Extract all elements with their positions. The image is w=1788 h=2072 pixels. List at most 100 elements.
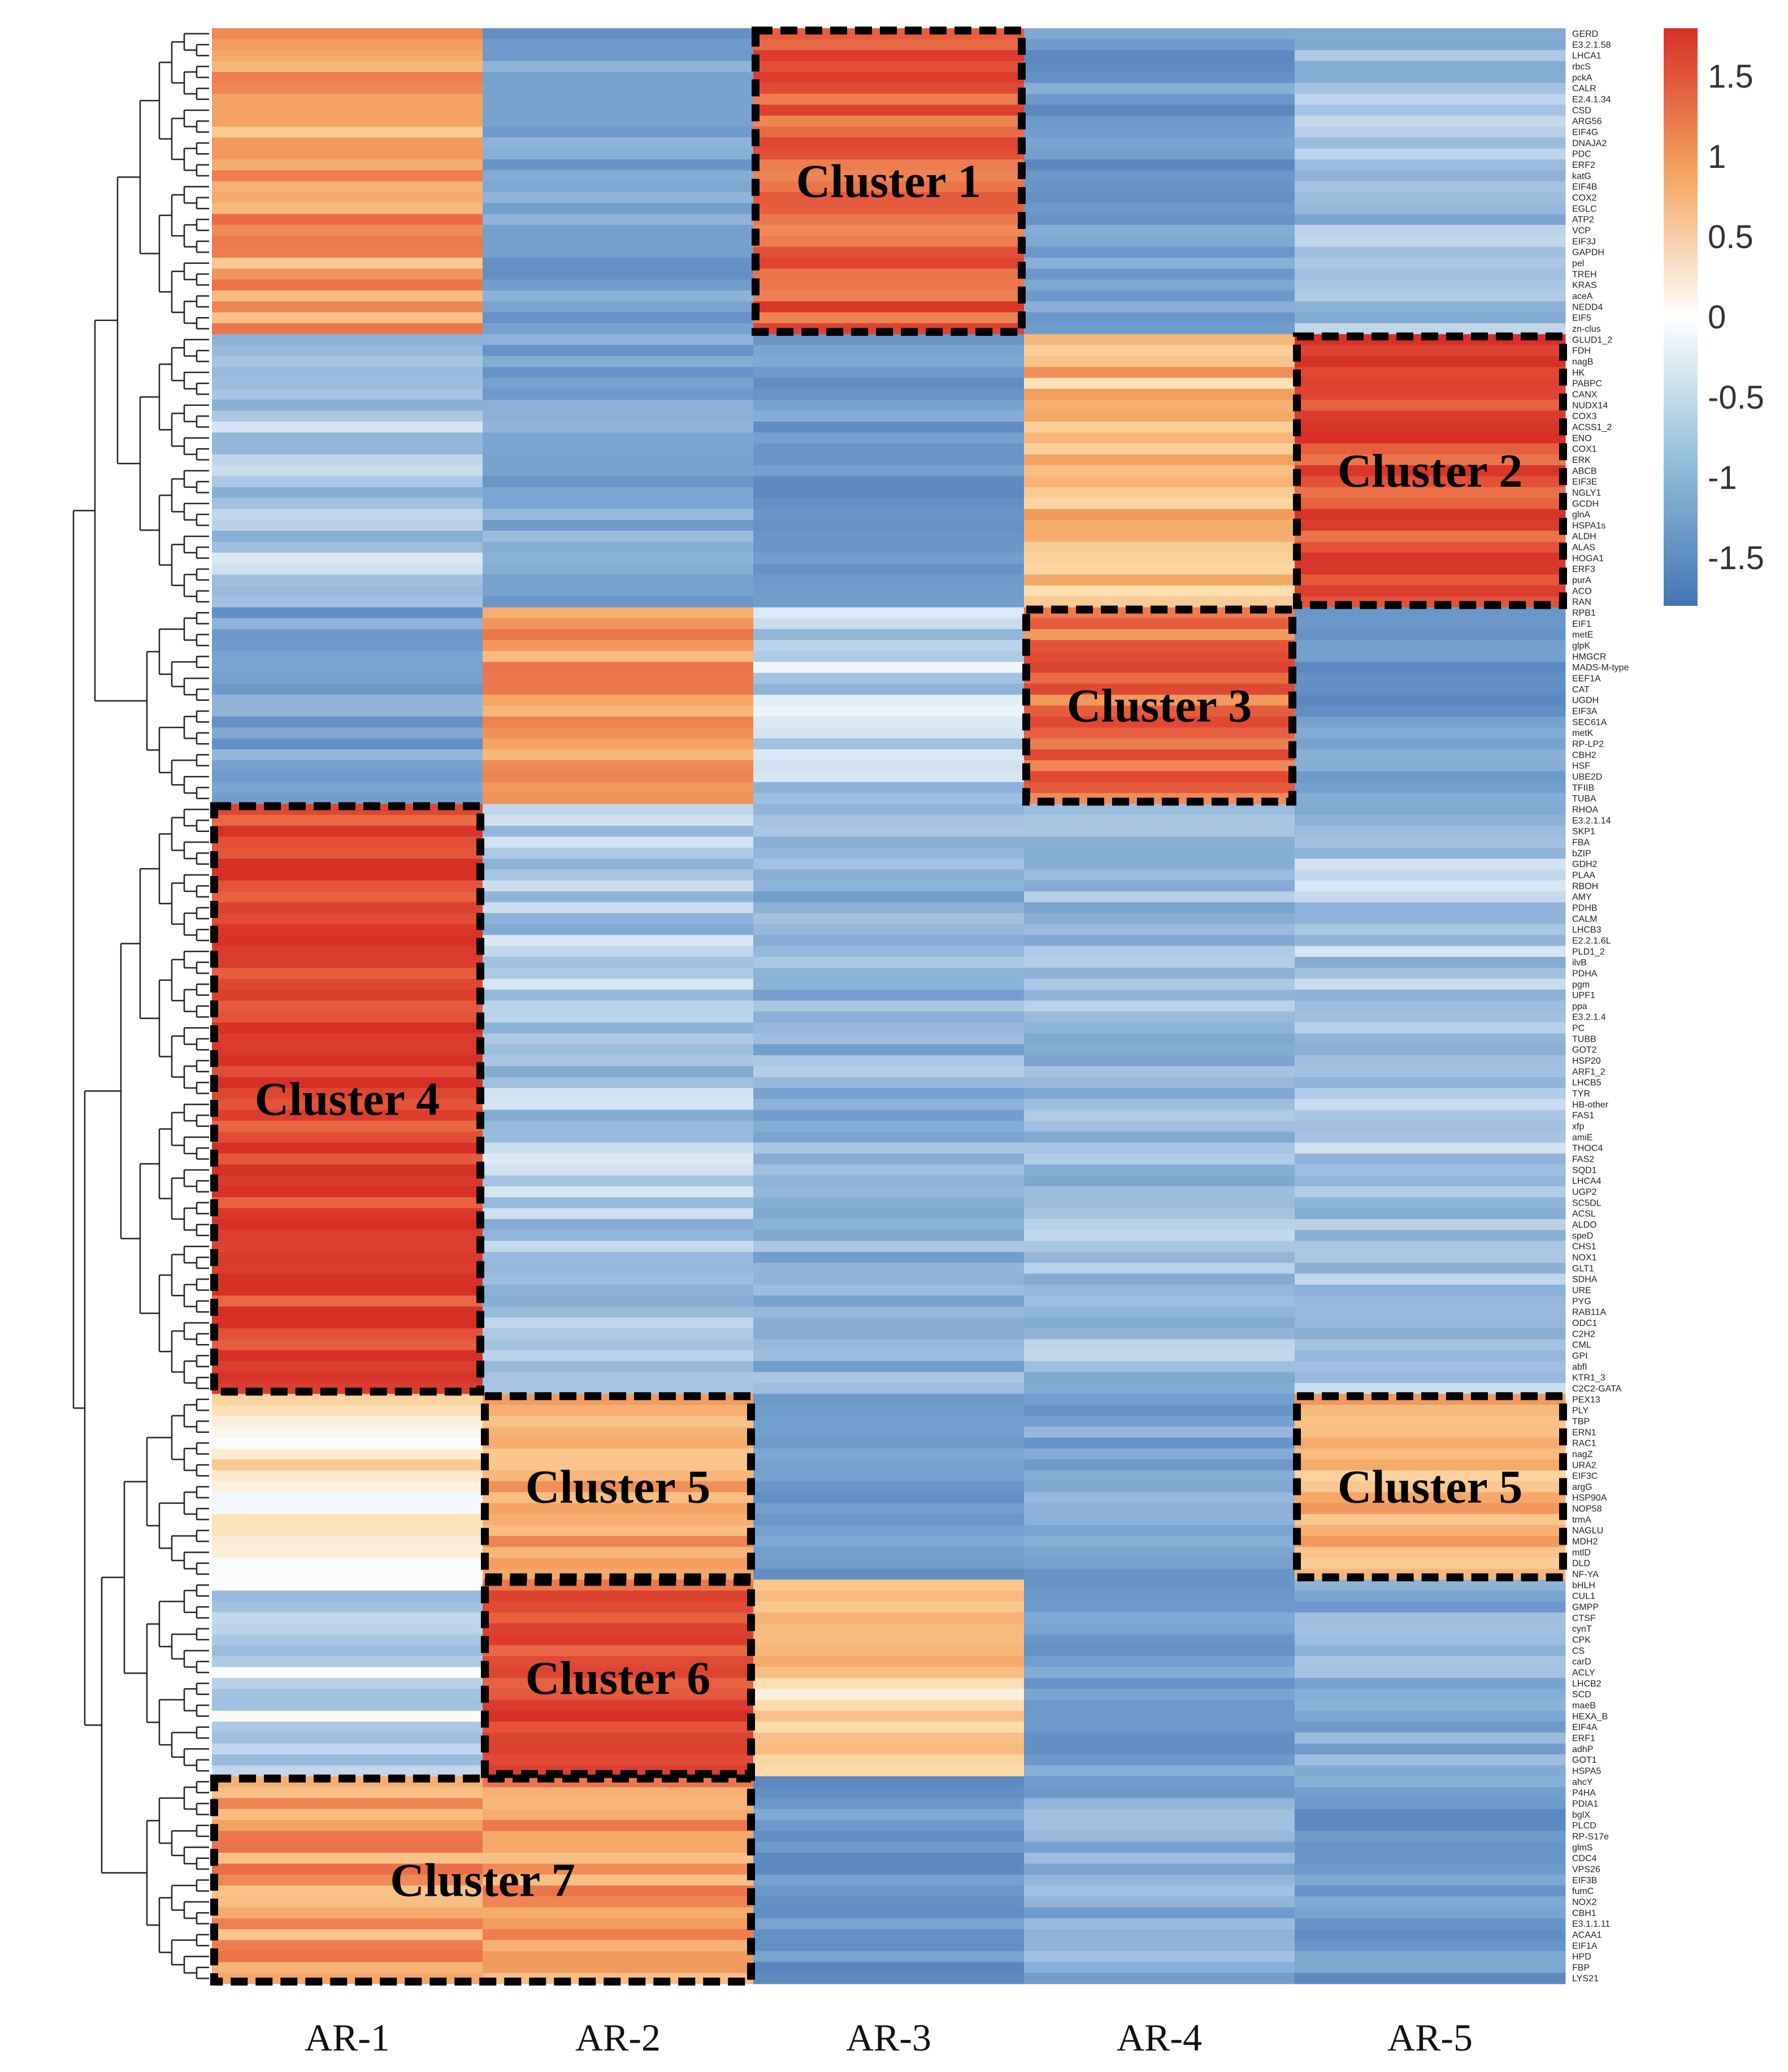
row-label: ALAS [1572,543,1595,553]
row-label: mtlD [1572,1548,1591,1558]
heatmap-cell [753,1241,1025,1252]
heatmap-cell [753,236,1025,248]
heatmap-cell [753,1809,1025,1820]
heatmap-cell [1024,1558,1295,1569]
heatmap-cell [1024,421,1295,433]
row-label: ahcY [1572,1778,1593,1787]
row-label: RBOH [1572,882,1598,891]
heatmap-cell [212,1700,483,1711]
heatmap-cell [1295,1732,1566,1744]
heatmap-cell [1295,1132,1566,1143]
heatmap-cell [212,695,483,706]
heatmap-cell [212,126,483,138]
row-label: ERF2 [1572,161,1595,170]
heatmap-cell [212,1055,483,1067]
heatmap-cell [483,1273,754,1285]
heatmap-cell [1024,1120,1295,1132]
heatmap-cell [1295,214,1566,226]
heatmap-cell [753,705,1025,717]
heatmap-cell [753,1863,1025,1875]
heatmap-cell [212,28,483,40]
heatmap-cell [1295,1241,1566,1252]
heatmap-cell [1024,1929,1295,1941]
heatmap-cell [1024,869,1295,881]
heatmap-cell [1024,968,1295,979]
heatmap-cell [212,1677,483,1689]
heatmap-cell [212,1011,483,1023]
row-label: SCD [1572,1690,1591,1700]
row-label: MDH2 [1572,1537,1598,1547]
row-dendrogram [72,33,209,1979]
heatmap-cell [483,716,754,728]
heatmap-cell [1295,552,1566,564]
heatmap-cell [483,913,754,925]
heatmap-cell [753,1382,1025,1394]
heatmap-cell [1024,105,1295,116]
row-label: FAS2 [1572,1155,1594,1164]
heatmap-cell [753,1590,1025,1602]
heatmap-cell [1295,1033,1566,1045]
heatmap-cell [483,72,754,84]
heatmap-cell [212,1689,483,1700]
heatmap-cell [483,1514,754,1525]
heatmap-cell [483,1841,754,1853]
heatmap-cell [1295,957,1566,968]
heatmap-cell [753,1722,1025,1733]
heatmap-cell [1295,563,1566,575]
heatmap-cell [1295,1874,1566,1886]
row-label: rbcS [1572,62,1591,72]
heatmap-cell [483,1667,754,1679]
heatmap-cell [753,1645,1025,1657]
heatmap-cell [1295,519,1566,531]
heatmap-cell [212,1087,483,1099]
heatmap-cell [1295,224,1566,236]
heatmap-cell [483,804,754,816]
heatmap-cell [753,50,1025,62]
heatmap-cell [1024,1634,1295,1646]
heatmap-cell [1295,126,1566,138]
heatmap-cell [1024,957,1295,968]
row-labels: GERDE3.2.1.58LHCA1rbcSpckACALRE2.4.1.34C… [1572,29,1629,1984]
heatmap-cell [1024,181,1295,193]
row-label: NOX1 [1572,1253,1597,1263]
heatmap-cell [753,1415,1025,1427]
heatmap-cell [1024,574,1295,586]
heatmap-cell [483,137,754,149]
heatmap-cell [1024,924,1295,935]
heatmap-cell [1295,1208,1566,1220]
heatmap-cell [1024,170,1295,182]
heatmap-cell [212,1853,483,1864]
heatmap-cell [483,826,754,837]
heatmap-cell [1024,1306,1295,1318]
heatmap-cell [483,1132,754,1143]
heatmap-cell [753,541,1025,553]
heatmap-cell [753,1929,1025,1941]
heatmap-cell [212,1536,483,1548]
row-label: ENO [1572,434,1592,443]
heatmap-cell [483,1656,754,1667]
heatmap-cell [1295,618,1566,630]
heatmap-cell [483,1000,754,1012]
heatmap-cell [753,793,1025,804]
row-label: DNAJA2 [1572,138,1607,148]
heatmap-cell [753,509,1025,521]
column-label: AR-5 [1387,2016,1473,2059]
heatmap-cell [212,1066,483,1078]
heatmap-cell [753,826,1025,837]
heatmap-cell [753,946,1025,957]
row-label: adhP [1572,1745,1593,1754]
heatmap-cell [212,1710,483,1722]
heatmap-cell [753,1153,1025,1165]
row-label: trmA [1572,1515,1591,1525]
row-label: NF-YA [1572,1570,1599,1580]
heatmap-cell [212,738,483,750]
row-label: EEF1A [1572,674,1601,684]
heatmap-cell [1024,1099,1295,1111]
row-label: argG [1572,1483,1592,1492]
heatmap-cell [212,1459,483,1471]
heatmap-cell [1295,1689,1566,1700]
heatmap-cell [753,203,1025,215]
row-label: NUDX14 [1572,401,1608,410]
heatmap-cell [1295,421,1566,433]
heatmap-cell [483,400,754,411]
